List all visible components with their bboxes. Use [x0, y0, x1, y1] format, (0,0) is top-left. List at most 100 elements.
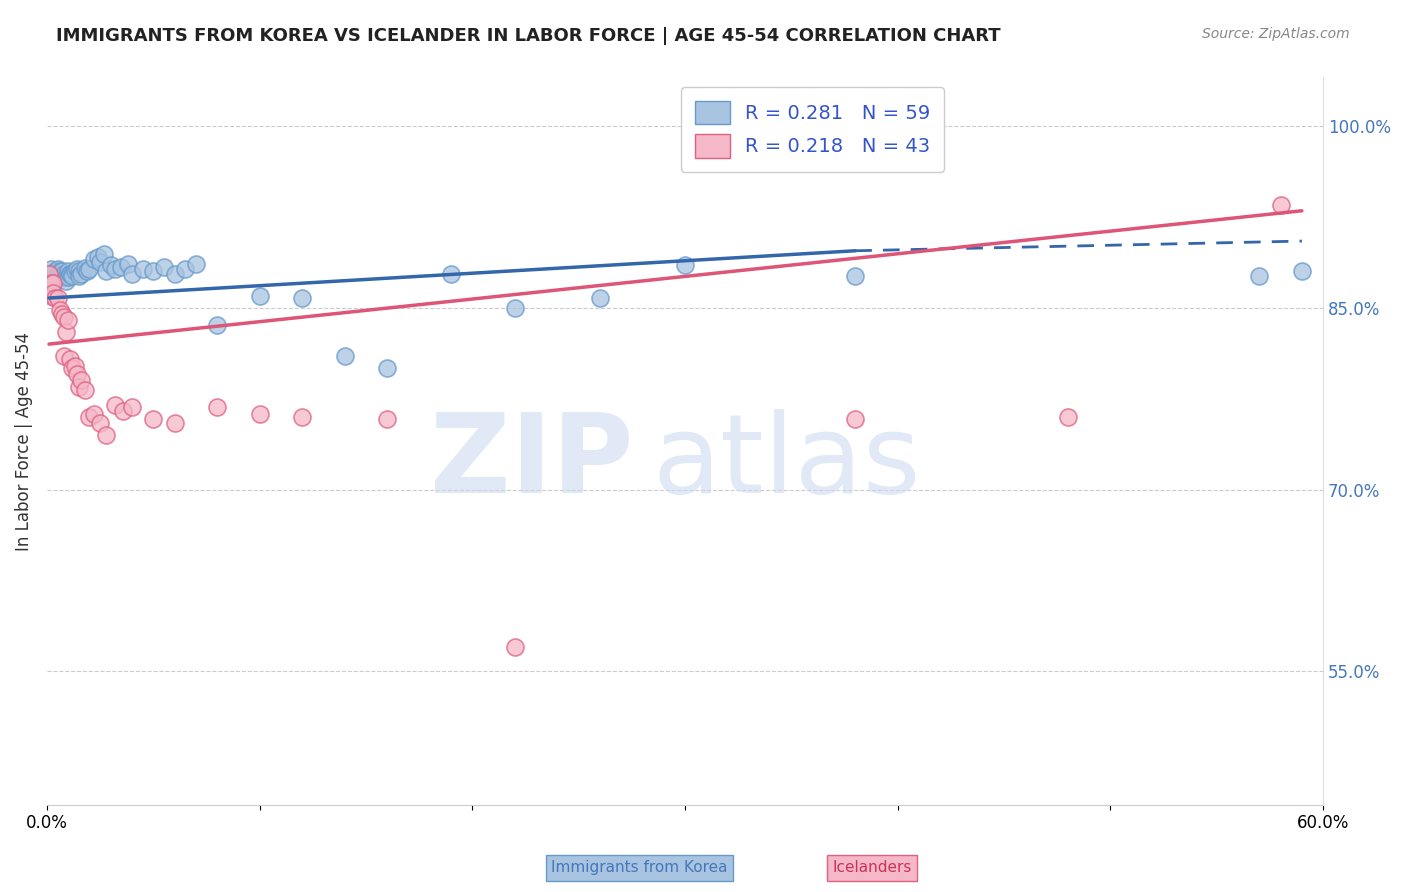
Point: [39, 288, 62, 302]
Point: [205, 318, 228, 332]
Point: [42, 286, 65, 301]
Point: [673, 258, 696, 272]
Text: atlas: atlas: [652, 409, 921, 516]
Point: [52, 349, 75, 363]
Point: [121, 267, 143, 281]
Point: [70, 267, 93, 281]
Point: [55, 325, 77, 339]
Point: [62, 361, 84, 376]
Point: [56, 313, 79, 327]
Point: [67, 264, 90, 278]
Point: [112, 403, 135, 417]
Point: [52, 267, 75, 281]
Point: [46, 262, 69, 277]
Point: [52, 310, 75, 325]
Text: IMMIGRANTS FROM KOREA VS ICELANDER IN LABOR FORCE | AGE 45-54 CORRELATION CHART: IMMIGRANTS FROM KOREA VS ICELANDER IN LA…: [56, 27, 1001, 45]
Point: [96, 264, 118, 278]
Point: [38, 270, 60, 285]
Point: [42, 267, 65, 281]
Point: [46, 291, 69, 305]
Point: [249, 408, 271, 422]
Point: [48, 264, 70, 278]
Point: [46, 269, 69, 284]
Point: [1291, 264, 1313, 278]
Point: [75, 383, 97, 397]
Point: [39, 277, 62, 291]
Point: [291, 291, 314, 305]
Point: [117, 257, 139, 271]
Point: [89, 254, 111, 268]
Text: Source: ZipAtlas.com: Source: ZipAtlas.com: [1202, 27, 1350, 41]
Point: [62, 269, 84, 284]
Point: [56, 270, 79, 285]
Point: [66, 262, 89, 277]
Point: [63, 264, 86, 278]
Point: [59, 351, 82, 366]
Point: [249, 288, 271, 302]
Point: [333, 349, 356, 363]
Point: [51, 264, 73, 278]
Point: [375, 412, 398, 426]
Point: [100, 258, 122, 272]
Point: [70, 374, 93, 388]
Point: [205, 400, 228, 414]
Text: ZIP: ZIP: [430, 409, 634, 516]
Point: [56, 264, 79, 278]
Point: [87, 250, 110, 264]
Point: [63, 359, 86, 373]
Point: [79, 409, 101, 424]
Point: [503, 640, 526, 654]
Point: [51, 307, 73, 321]
Point: [142, 412, 165, 426]
Point: [174, 262, 197, 277]
Text: Icelanders: Icelanders: [832, 861, 911, 875]
Point: [1270, 197, 1292, 211]
Point: [48, 270, 70, 285]
Point: [62, 267, 84, 281]
Point: [79, 262, 101, 277]
Point: [589, 291, 612, 305]
Point: [1249, 269, 1271, 284]
Point: [291, 409, 314, 424]
Point: [163, 267, 186, 281]
Point: [38, 267, 60, 281]
Point: [42, 277, 65, 291]
Point: [1057, 409, 1080, 424]
Point: [67, 269, 90, 284]
Point: [110, 260, 132, 274]
Point: [42, 277, 65, 291]
Y-axis label: In Labor Force | Age 45-54: In Labor Force | Age 45-54: [15, 332, 32, 550]
Point: [76, 264, 98, 278]
Point: [51, 270, 73, 285]
Point: [39, 277, 62, 291]
Point: [121, 400, 143, 414]
Point: [153, 260, 176, 274]
Point: [44, 270, 66, 285]
Point: [89, 416, 111, 430]
Point: [55, 270, 77, 285]
Point: [142, 264, 165, 278]
Point: [39, 262, 62, 277]
Point: [83, 252, 105, 267]
Point: [59, 267, 82, 281]
Point: [44, 264, 66, 278]
Text: Immigrants from Korea: Immigrants from Korea: [551, 861, 728, 875]
Point: [96, 428, 118, 442]
Point: [55, 274, 77, 288]
Point: [104, 398, 127, 412]
Point: [75, 260, 97, 275]
Point: [104, 262, 127, 277]
Point: [440, 267, 463, 281]
Point: [44, 291, 66, 305]
Point: [503, 301, 526, 315]
Point: [48, 303, 70, 318]
Point: [83, 408, 105, 422]
Point: [59, 267, 82, 281]
Point: [52, 270, 75, 285]
Point: [163, 416, 186, 430]
Point: [375, 361, 398, 376]
Point: [66, 368, 89, 382]
Point: [844, 269, 866, 284]
Point: [184, 257, 207, 271]
Point: [131, 262, 153, 277]
